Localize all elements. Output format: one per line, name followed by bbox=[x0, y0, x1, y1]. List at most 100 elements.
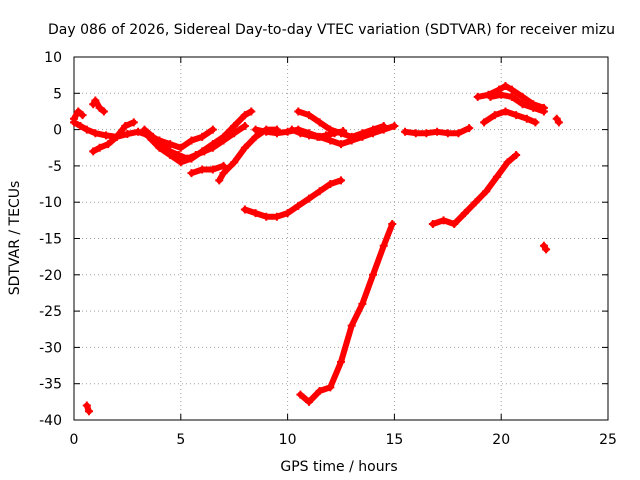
data-point bbox=[304, 397, 313, 406]
series-trace bbox=[90, 97, 107, 115]
data-point bbox=[76, 121, 85, 130]
data-point bbox=[369, 125, 378, 134]
data-series bbox=[89, 118, 138, 156]
data-series bbox=[486, 90, 548, 116]
data-point bbox=[339, 127, 348, 136]
data-point bbox=[304, 194, 313, 203]
data-series bbox=[251, 121, 399, 149]
data-point bbox=[411, 129, 420, 138]
data-point bbox=[129, 118, 138, 127]
data-point bbox=[337, 176, 345, 185]
data-point bbox=[82, 125, 91, 134]
data-point bbox=[347, 132, 356, 141]
y-tick-label: -10 bbox=[39, 195, 62, 211]
data-point bbox=[401, 127, 410, 136]
data-point bbox=[422, 129, 431, 138]
data-point bbox=[104, 140, 113, 149]
y-tick-label: 5 bbox=[53, 86, 62, 102]
data-point bbox=[542, 245, 551, 254]
data-point bbox=[304, 131, 313, 140]
x-tick-label: 25 bbox=[599, 432, 617, 448]
data-point bbox=[95, 103, 104, 112]
data-series bbox=[552, 114, 563, 127]
data-series bbox=[296, 219, 397, 406]
data-point bbox=[240, 143, 249, 152]
data-point bbox=[294, 201, 303, 210]
data-point bbox=[219, 169, 228, 178]
data-series bbox=[240, 176, 345, 221]
data-series bbox=[480, 107, 540, 127]
data-point bbox=[358, 129, 367, 138]
y-tick-label: -30 bbox=[39, 340, 62, 356]
data-point bbox=[287, 125, 296, 134]
data-series bbox=[89, 96, 108, 116]
data-point bbox=[439, 216, 448, 225]
data-point bbox=[507, 85, 516, 94]
data-point bbox=[379, 121, 388, 130]
data-series bbox=[428, 151, 521, 228]
grid bbox=[74, 57, 608, 420]
data-point bbox=[480, 118, 489, 127]
data-point bbox=[240, 121, 249, 130]
data-point bbox=[262, 127, 271, 136]
data-point bbox=[337, 140, 345, 149]
y-tick-label: -25 bbox=[39, 304, 62, 320]
data-point bbox=[247, 107, 256, 116]
y-axis-label: SDTVAR / TECUs bbox=[7, 181, 23, 296]
data-point bbox=[337, 357, 345, 366]
data-point bbox=[134, 127, 143, 136]
data-point bbox=[89, 147, 98, 156]
data-point bbox=[443, 129, 452, 138]
series-trace bbox=[188, 162, 227, 177]
x-tick-label: 20 bbox=[492, 432, 510, 448]
data-point bbox=[296, 129, 305, 138]
y-tick-label: -5 bbox=[48, 159, 62, 175]
data-point bbox=[304, 111, 313, 120]
data-point bbox=[283, 209, 292, 218]
data-point bbox=[369, 270, 378, 279]
data-point bbox=[230, 158, 239, 167]
x-axis-label: GPS time / hours bbox=[280, 459, 397, 475]
data-point bbox=[497, 90, 506, 99]
data-point bbox=[529, 103, 538, 112]
data-point bbox=[322, 131, 331, 140]
axis-ticks: 0 5 10 15 20 25 -40 -35 -30 -25 -20 -15 -10 -5 0 5 10 bbox=[39, 50, 617, 448]
y-tick-label: 0 bbox=[53, 123, 62, 139]
data-point bbox=[313, 132, 322, 141]
data-point bbox=[507, 92, 516, 101]
data-point bbox=[388, 219, 397, 228]
data-series bbox=[187, 161, 228, 178]
data-point bbox=[78, 111, 87, 120]
data-point bbox=[433, 127, 442, 136]
data-point bbox=[272, 129, 281, 138]
data-point bbox=[522, 114, 531, 123]
data-point bbox=[251, 209, 260, 218]
data-point bbox=[91, 96, 100, 105]
data-point bbox=[518, 100, 527, 109]
data-point bbox=[240, 111, 249, 120]
data-point bbox=[166, 151, 175, 160]
data-point bbox=[315, 386, 324, 395]
data-point bbox=[91, 129, 100, 138]
data-point bbox=[347, 321, 356, 330]
data-point bbox=[518, 92, 527, 101]
data-point bbox=[473, 92, 482, 101]
data-point bbox=[84, 407, 93, 416]
series-trace bbox=[297, 221, 396, 405]
data-point bbox=[482, 187, 491, 196]
data-point bbox=[95, 143, 104, 152]
data-point bbox=[531, 118, 540, 127]
data-point bbox=[208, 140, 217, 149]
data-point bbox=[112, 132, 121, 141]
data-point bbox=[176, 158, 185, 167]
data-point bbox=[490, 111, 499, 120]
data-point bbox=[390, 121, 399, 130]
data-series bbox=[82, 401, 93, 416]
data-point bbox=[187, 136, 196, 145]
data-point bbox=[296, 390, 305, 399]
data-point bbox=[187, 169, 196, 178]
data-point bbox=[512, 151, 521, 160]
data-point bbox=[501, 82, 510, 91]
